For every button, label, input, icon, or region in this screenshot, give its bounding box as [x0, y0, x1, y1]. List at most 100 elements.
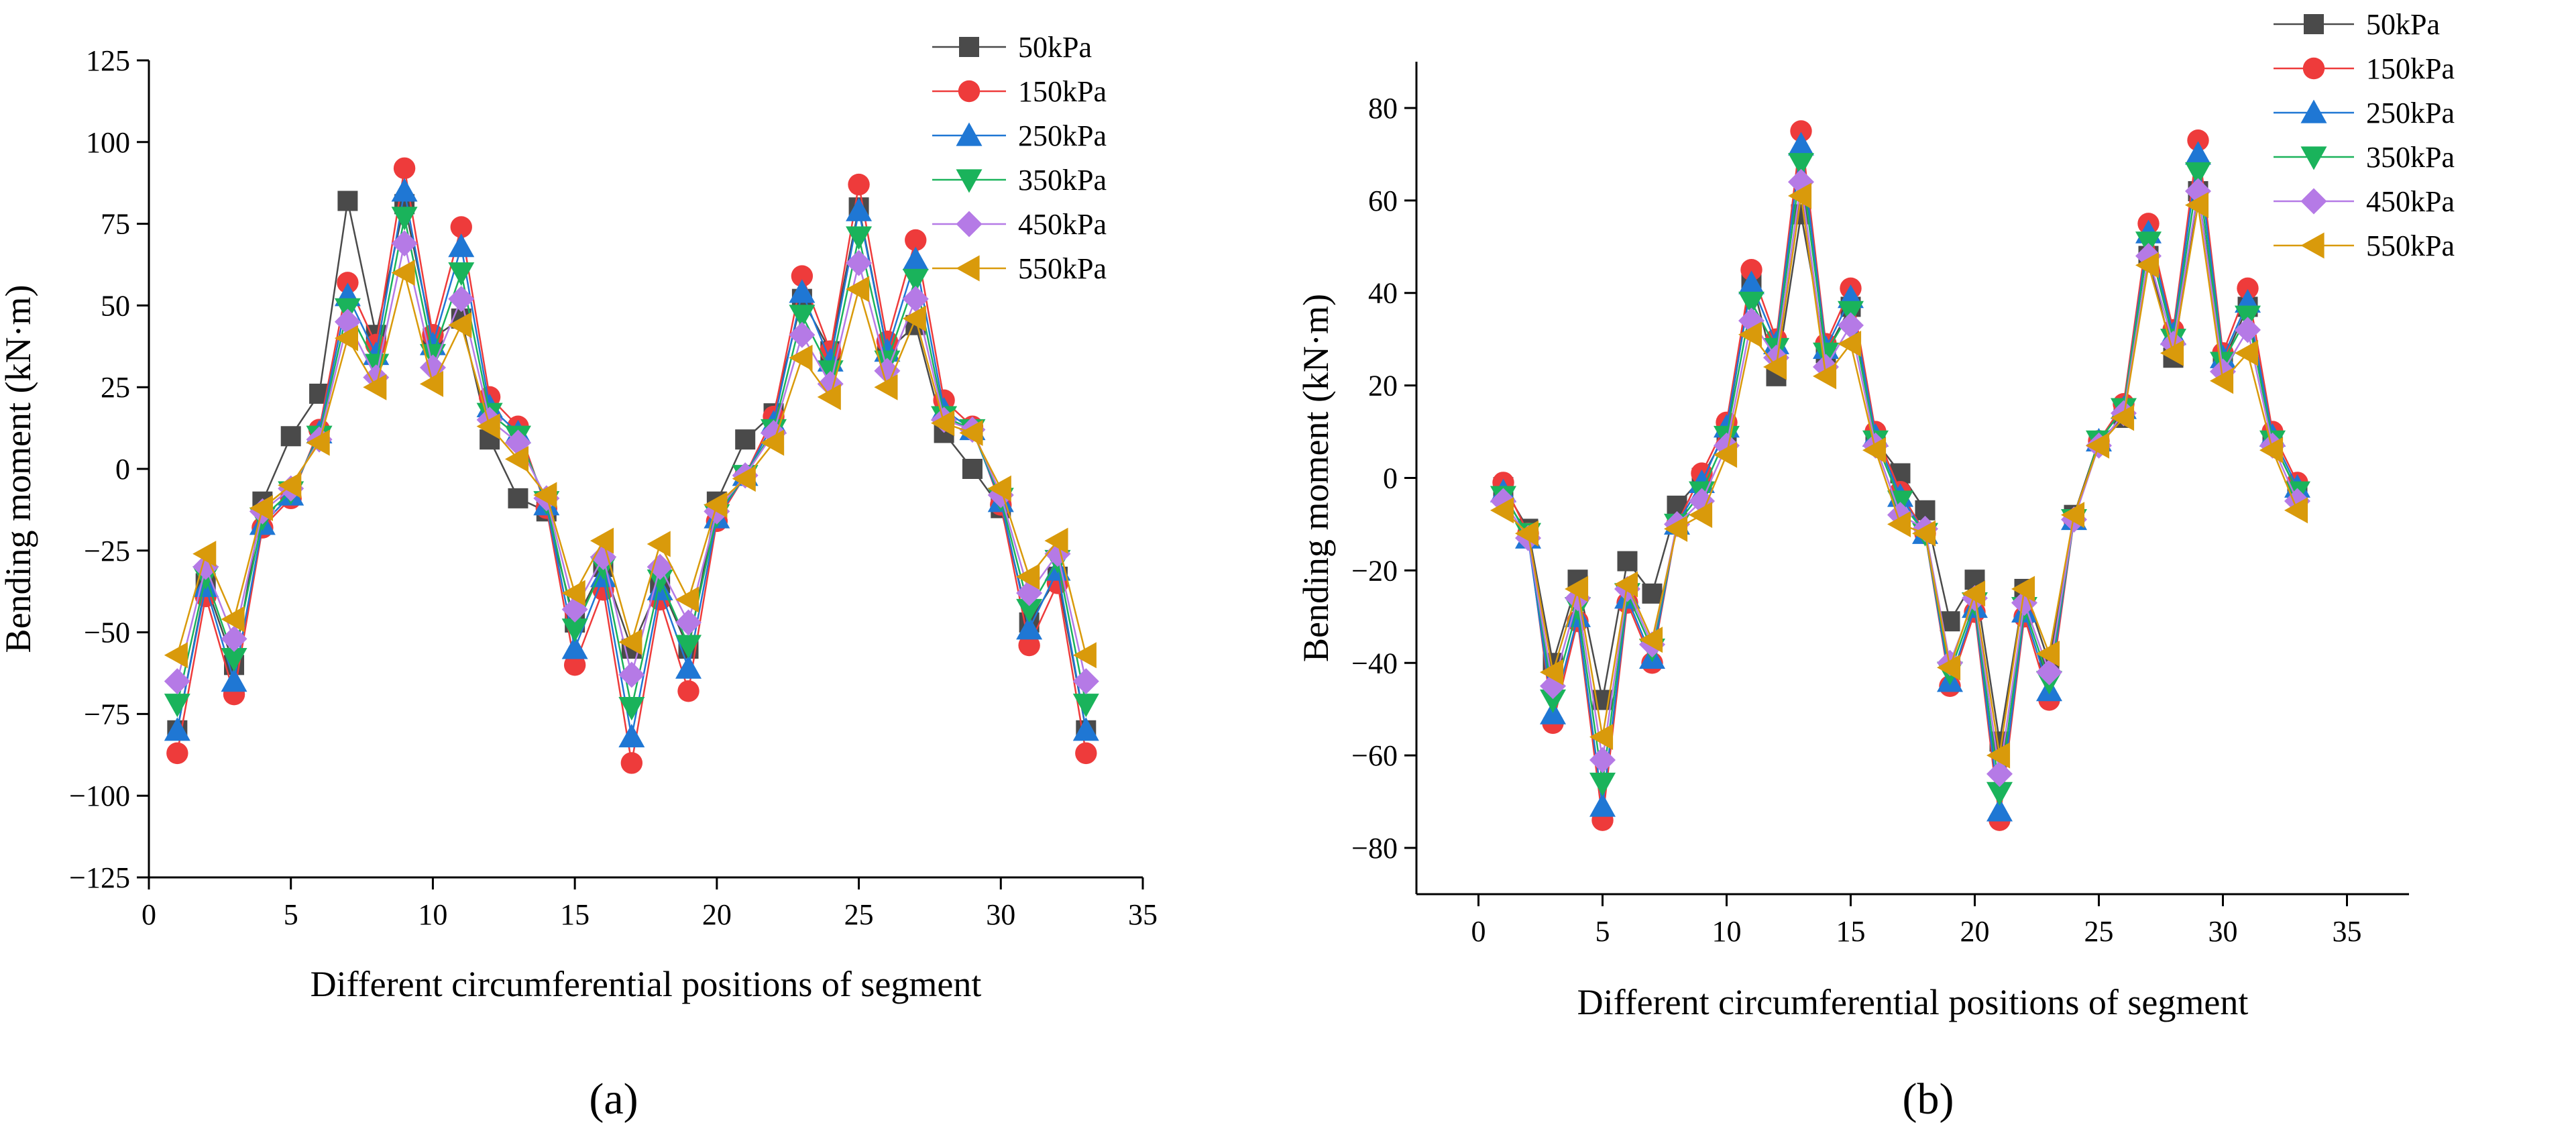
data-point [221, 668, 247, 692]
y-tick-label: −60 [1351, 739, 1398, 772]
y-tick-label: −100 [69, 779, 130, 812]
series-line [176, 243, 1087, 682]
data-point [164, 694, 190, 718]
x-axis-title: Different circumferential positions of s… [311, 964, 982, 1004]
data-point [1664, 515, 1688, 542]
y-tick-label: −25 [84, 535, 130, 567]
y-tick-label: 100 [86, 126, 130, 159]
data-point [620, 752, 643, 774]
data-point [1738, 321, 1762, 348]
data-point [647, 531, 671, 557]
data-point [221, 625, 247, 652]
y-tick-label: −40 [1351, 647, 1398, 680]
y-tick-label: −75 [84, 698, 130, 730]
data-point [278, 472, 302, 498]
x-tick-label: 10 [418, 898, 447, 931]
data-point [1986, 798, 2013, 822]
legend-label: 150kPa [2366, 52, 2455, 85]
data-point [1016, 598, 1043, 622]
data-point [846, 250, 873, 276]
data-point [221, 647, 247, 672]
legend: 50kPa 150kPa 250kPa 350kPa 450kPa 550kPa [2274, 8, 2455, 262]
data-point [1018, 634, 1040, 657]
data-point [846, 276, 870, 303]
y-tick-label: 75 [101, 208, 130, 241]
data-point [448, 262, 475, 286]
data-point [2036, 640, 2060, 667]
y-tick-label: 0 [1383, 462, 1398, 495]
data-point [902, 305, 926, 332]
data-point [561, 580, 585, 606]
y-axis-title: Bending moment (kN·m) [1296, 294, 1336, 662]
data-point [2210, 368, 2234, 394]
data-point [334, 325, 358, 351]
data-point [902, 286, 929, 313]
data-point [164, 642, 188, 669]
legend-label: 450kPa [2366, 185, 2455, 218]
data-point [1986, 761, 2013, 788]
data-point [2259, 437, 2284, 464]
x-tick-label: 30 [2208, 915, 2238, 948]
legend-marker [2300, 188, 2327, 215]
data-point [677, 680, 699, 702]
x-tick-label: 25 [2084, 915, 2114, 948]
y-tick-label: 20 [1368, 370, 1398, 402]
y-tick-label: 80 [1368, 92, 1398, 125]
data-point [2061, 502, 2085, 529]
data-point [675, 635, 702, 659]
data-point [1589, 772, 1616, 797]
data-point [2235, 339, 2259, 366]
legend-label: 50kPa [1018, 31, 1092, 64]
data-point [1790, 120, 1812, 142]
legend-marker [956, 169, 983, 193]
data-point [704, 492, 728, 519]
data-point [817, 384, 841, 411]
data-point [675, 586, 699, 613]
data-point [1540, 689, 1566, 713]
data-point [1565, 576, 1589, 602]
legend-label: 550kPa [2366, 229, 2455, 262]
data-point [1072, 694, 1099, 718]
y-tick-label: 125 [86, 44, 130, 77]
y-tick-label: 60 [1368, 184, 1398, 217]
data-point [166, 742, 188, 765]
data-point [2235, 317, 2261, 343]
data-point [1763, 354, 1787, 380]
data-point [2135, 252, 2160, 278]
data-point [2187, 129, 2209, 152]
data-point [732, 466, 756, 492]
legend-label: 550kPa [1018, 252, 1107, 285]
legend-marker [2300, 146, 2327, 170]
data-point [1589, 724, 1614, 751]
y-tick-label: −80 [1351, 832, 1398, 865]
data-point [902, 246, 929, 270]
data-point [2036, 659, 2062, 686]
data-point [962, 459, 983, 479]
legend-label: 50kPa [2366, 8, 2440, 41]
data-point [280, 426, 301, 447]
data-point [192, 541, 217, 567]
data-point [1589, 747, 1616, 773]
data-point [987, 475, 1011, 502]
data-point [1986, 781, 2013, 806]
data-point [164, 668, 190, 695]
data-point [789, 321, 816, 348]
legend-marker [956, 211, 983, 237]
series-550kPa [1490, 182, 2308, 769]
data-point [846, 226, 873, 250]
data-point [221, 606, 245, 633]
data-point [164, 717, 190, 741]
data-point [450, 216, 472, 238]
y-tick-label: 50 [101, 289, 130, 322]
x-tick-label: 0 [1471, 915, 1486, 948]
data-point [647, 570, 673, 594]
data-point [2160, 339, 2184, 366]
data-point [618, 724, 645, 748]
chart-panel-b: 0 5 10 15 20 25 30 35 −80 −60 −40 −20 0 20 40 60 80 Diffe… [1296, 8, 2455, 1022]
data-point [761, 429, 785, 456]
data-point [561, 635, 588, 659]
data-point [1738, 270, 1765, 294]
x-tick-label: 35 [2333, 915, 2362, 948]
legend-label: 350kPa [1018, 164, 1107, 197]
